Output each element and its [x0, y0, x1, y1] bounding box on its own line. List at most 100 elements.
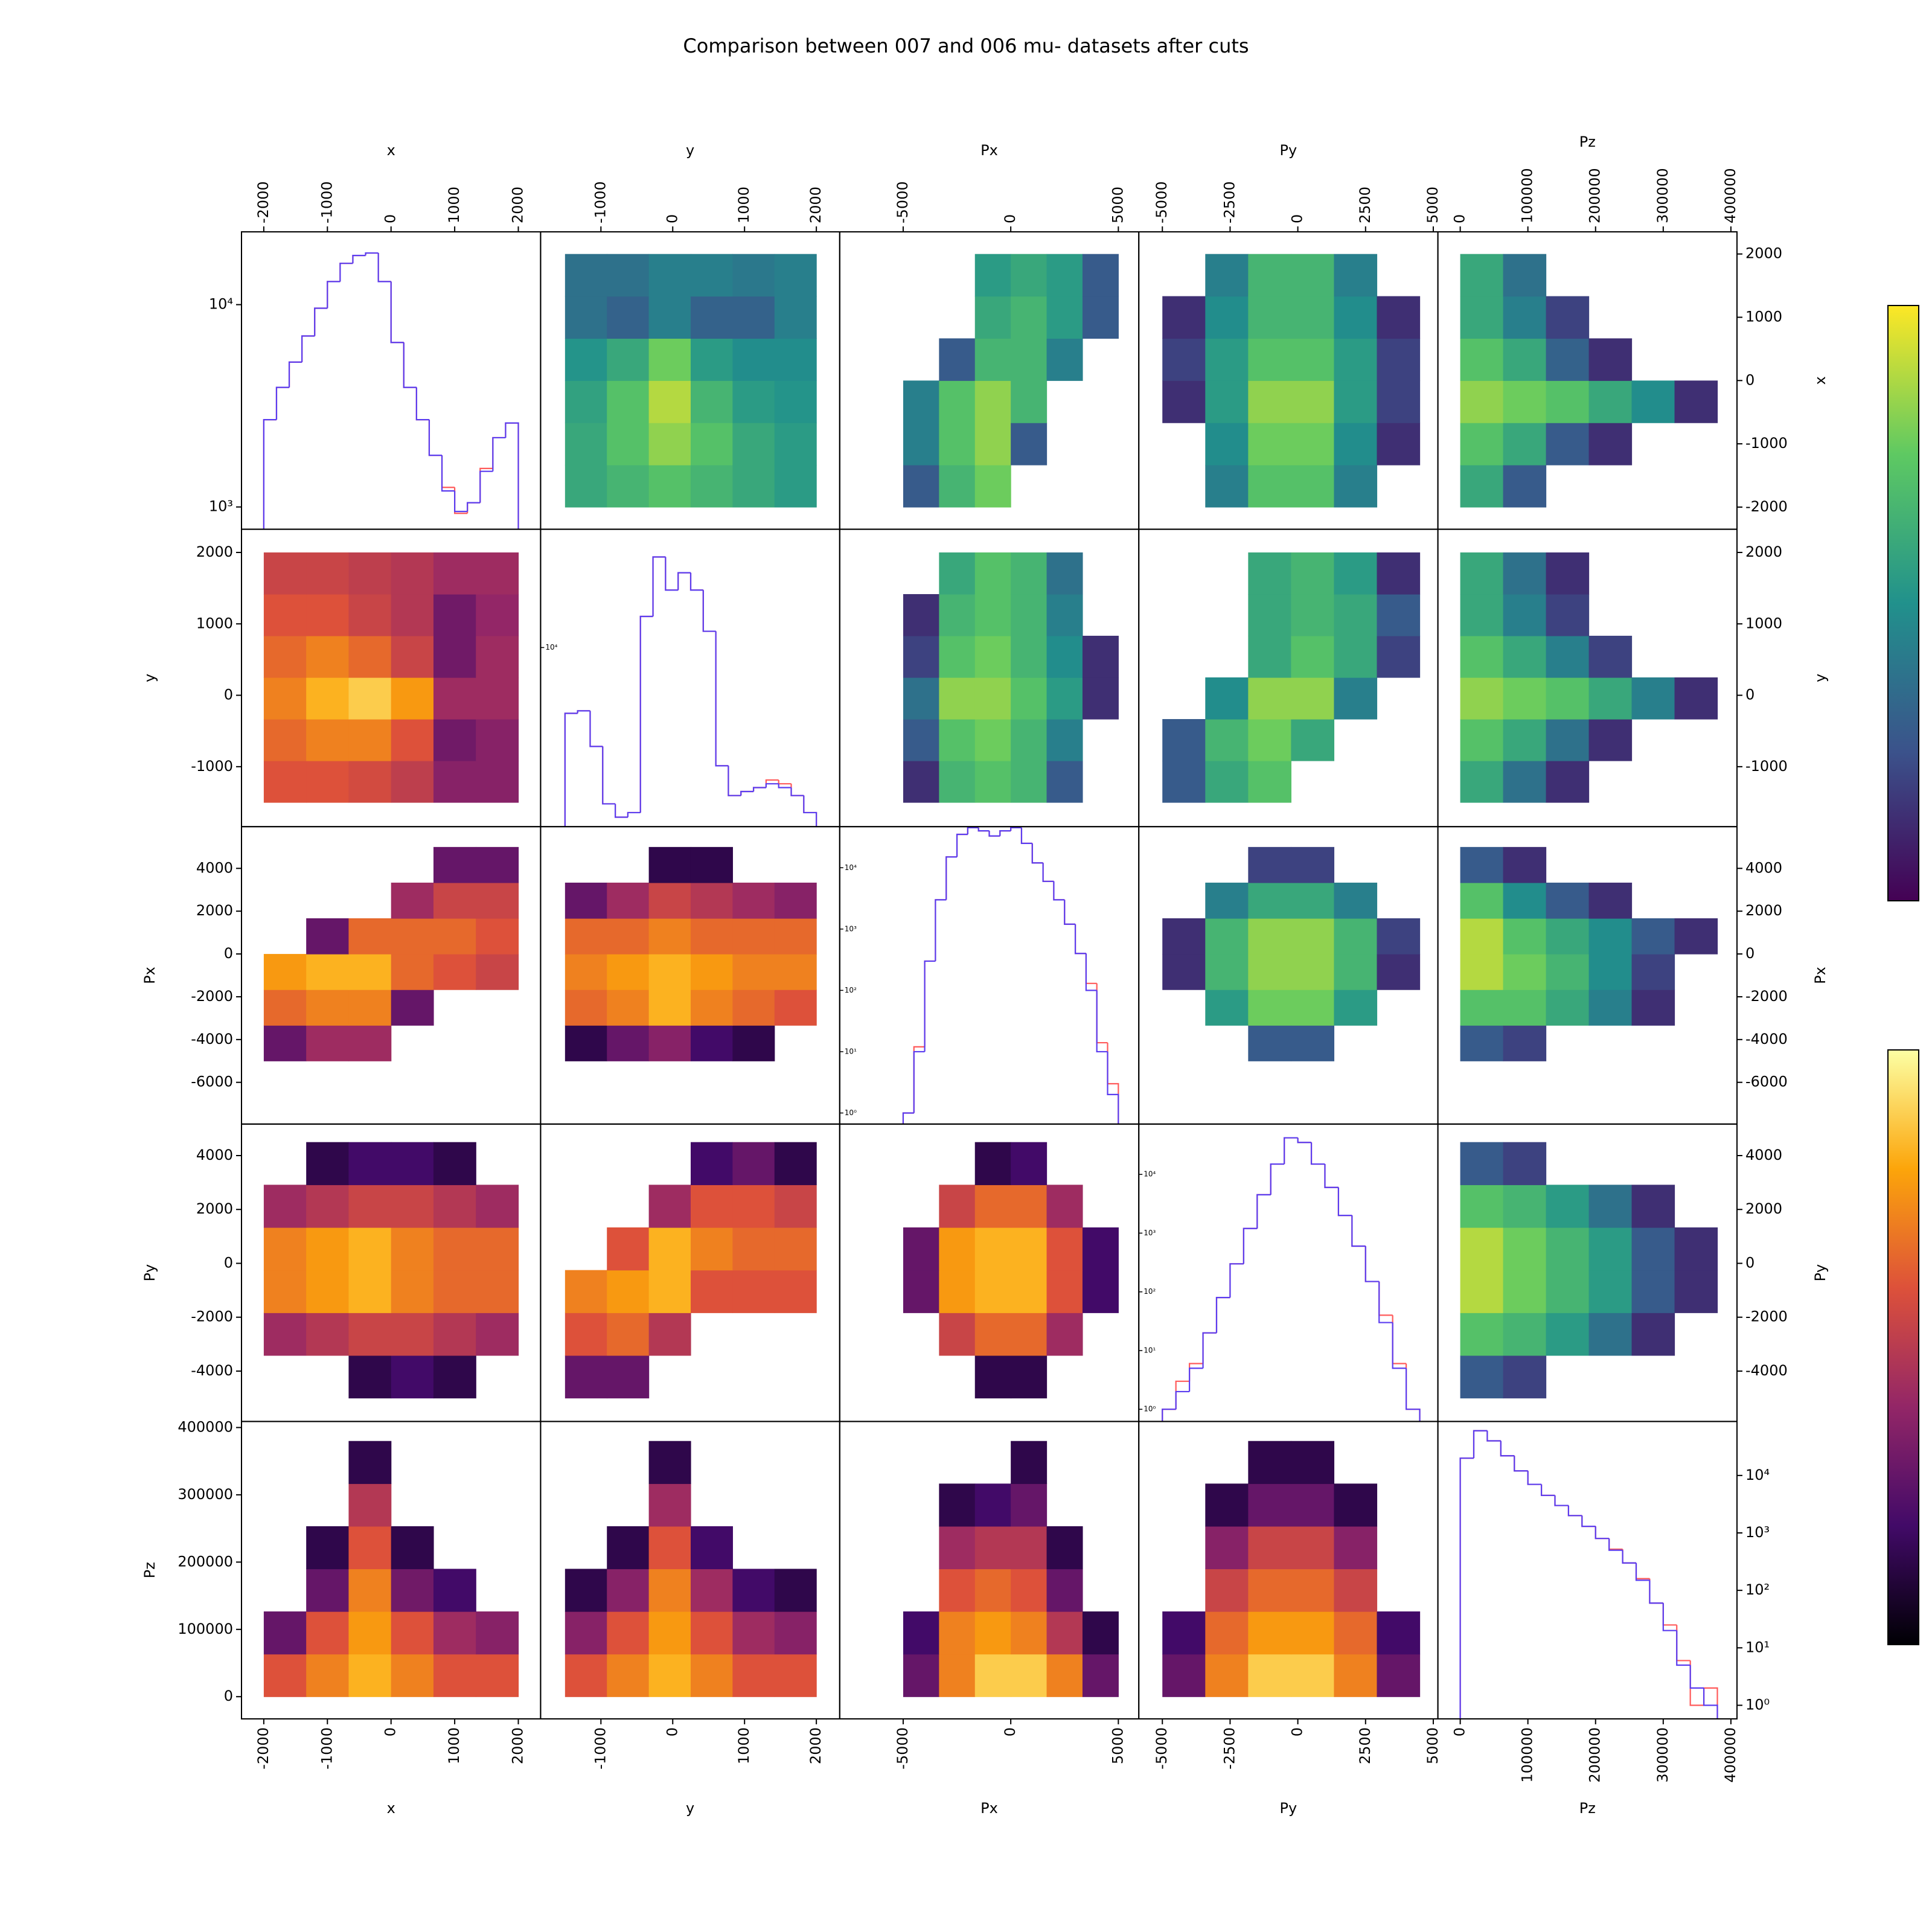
density-cell	[306, 760, 350, 803]
hist-step	[1608, 1538, 1623, 1550]
density-cell	[263, 594, 307, 636]
density-cell	[565, 1654, 607, 1697]
hist-step	[288, 361, 302, 388]
hist-step	[924, 960, 936, 1047]
hist-step	[301, 335, 315, 362]
density-cell	[974, 760, 1011, 803]
hist-step	[677, 572, 691, 590]
hist-step	[740, 790, 754, 796]
x-axis-label: y	[686, 142, 694, 159]
hist-step	[945, 856, 958, 900]
density-cell	[348, 1313, 392, 1356]
density-cell	[939, 552, 976, 595]
hist-step	[1297, 1137, 1312, 1144]
density-cell	[391, 1355, 434, 1399]
hist-step	[665, 557, 679, 591]
density-cell	[1588, 719, 1633, 761]
density-cell	[774, 465, 817, 508]
hist-step	[589, 711, 603, 747]
x-tick-label: 1000	[446, 187, 462, 223]
density-cell	[1460, 677, 1504, 720]
density-cell	[732, 882, 775, 919]
density-cell	[939, 719, 976, 761]
hist-step	[1554, 1495, 1569, 1506]
density-cell	[348, 1355, 392, 1399]
y-tick-label: -2000	[1745, 498, 1788, 515]
density-cell	[565, 1611, 607, 1655]
density-cell	[939, 1270, 976, 1313]
density-cell	[690, 990, 733, 1026]
hist-step	[1500, 1441, 1515, 1457]
x-tick-label: 0	[1451, 214, 1468, 223]
density-cell	[903, 760, 939, 803]
y-tick-label: 0	[224, 945, 233, 962]
density-cell	[1248, 1025, 1291, 1061]
density-cell	[774, 1185, 817, 1228]
density-cell	[1377, 552, 1421, 595]
density-cell	[1377, 1611, 1421, 1655]
density-cell	[903, 594, 939, 636]
density-cell	[1248, 423, 1291, 465]
density-cell	[391, 1526, 434, 1570]
density-cell	[903, 636, 939, 678]
density-cell	[391, 719, 434, 761]
density-cell	[1291, 990, 1335, 1026]
density-cell	[1546, 594, 1590, 636]
hist-step	[902, 1112, 914, 1124]
density-cell	[1291, 1611, 1335, 1655]
density-cell	[607, 423, 650, 465]
density-cell	[1503, 918, 1547, 955]
x-axis-label: Px	[980, 1800, 998, 1817]
density-cell	[1503, 677, 1547, 720]
x-tick-label: 0	[382, 214, 399, 223]
density-cell	[1011, 380, 1048, 423]
density-cell	[903, 677, 939, 720]
density-cell	[1011, 760, 1048, 803]
hist-step	[564, 712, 578, 827]
hist-step	[967, 827, 979, 835]
y-tick-label: 10³	[209, 498, 233, 515]
x-tick-label: 0	[1289, 1727, 1306, 1736]
density-cell	[1082, 1611, 1119, 1655]
density-cell	[1205, 1526, 1249, 1570]
panel-frame	[839, 826, 1140, 1125]
hist-step	[1085, 953, 1097, 984]
density-cell	[565, 465, 607, 508]
hist-step	[428, 420, 443, 456]
hist-step	[1229, 1263, 1244, 1298]
density-cell	[306, 990, 350, 1026]
density-cell	[974, 380, 1011, 423]
hist-step	[652, 556, 666, 616]
density-cell	[774, 954, 817, 990]
density-cell	[1291, 1569, 1335, 1612]
hist-step	[505, 422, 519, 529]
hist-step	[390, 281, 404, 344]
hist-step	[564, 712, 578, 827]
density-cell	[391, 882, 434, 919]
hist-step	[454, 491, 468, 513]
density-cell	[974, 1355, 1011, 1399]
density-cell	[732, 1142, 775, 1185]
density-cell	[348, 1142, 392, 1185]
density-cell	[1377, 636, 1421, 678]
density-cell	[1460, 882, 1504, 919]
density-cell	[939, 636, 976, 678]
density-cell	[648, 1441, 691, 1484]
hist-step	[415, 387, 429, 421]
density-cell	[939, 1227, 976, 1271]
hist-step	[1595, 1526, 1610, 1540]
density-cell	[648, 380, 691, 423]
density-cell	[565, 1313, 607, 1356]
density-cell	[774, 1142, 817, 1185]
hist-step	[728, 766, 741, 796]
hist-step	[1284, 1137, 1298, 1165]
y-tick-label: 0	[224, 1687, 233, 1704]
density-cell	[607, 1654, 650, 1697]
hist-step	[1284, 1137, 1298, 1165]
density-cell	[939, 594, 976, 636]
density-cell	[1334, 677, 1378, 720]
density-cell	[1248, 380, 1291, 423]
density-cell	[1248, 338, 1291, 381]
density-cell	[1046, 636, 1083, 678]
